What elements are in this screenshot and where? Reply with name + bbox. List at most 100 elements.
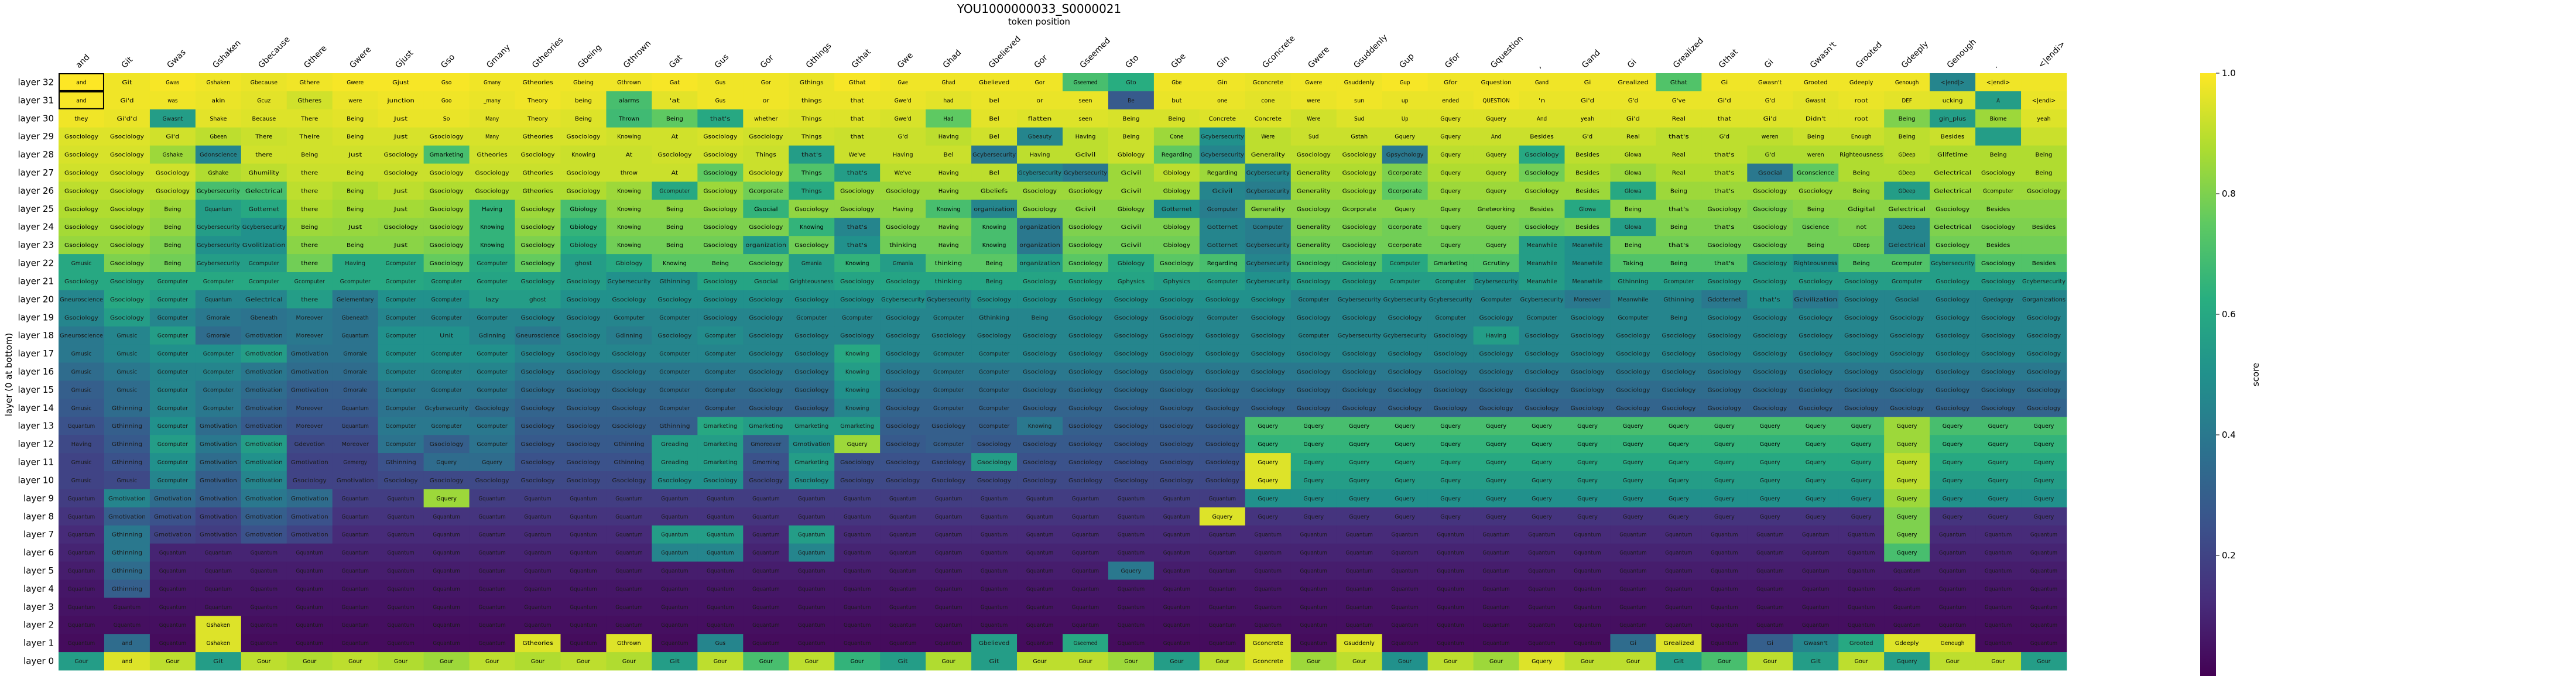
cell-token-label: Gquantum: [251, 550, 278, 557]
heatmap-cell: [1930, 453, 1976, 472]
cell-token-label: organization: [746, 242, 787, 249]
heatmap-cell: [1063, 163, 1109, 182]
cell-token-label: Gquantum: [296, 622, 323, 629]
heatmap-cell: [332, 471, 379, 490]
cell-token-label: Gsociology: [1479, 315, 1513, 321]
heatmap-cell: [1245, 218, 1292, 236]
heatmap-cell: [286, 145, 333, 164]
x-tick-label: Gbecause: [256, 35, 292, 70]
cell-token-label: Gour: [1078, 658, 1092, 665]
heatmap-cell: [241, 471, 287, 490]
cell-token-label: Gcorporate: [1388, 170, 1422, 177]
heatmap-cell: [59, 127, 105, 146]
cell-token-label: Gquantum: [1711, 550, 1738, 557]
heatmap-cell: [1063, 236, 1109, 255]
cell-token-label: Gi'd'd: [117, 116, 138, 122]
heatmap-cell: [1838, 218, 1885, 236]
cell-token-label: Gquantum: [1802, 550, 1829, 557]
heatmap-cell: [1884, 435, 1930, 454]
cell-token-label: Gsociology: [430, 260, 464, 267]
heatmap-cell: [469, 380, 516, 399]
cell-token-label: At: [672, 170, 679, 177]
cell-token-label: Gquery: [1714, 459, 1735, 466]
heatmap-cell: [926, 471, 972, 490]
heatmap-cell: [1063, 471, 1109, 490]
cell-token-label: Gcomputer: [431, 297, 463, 303]
cell-token-label: Gsociology: [566, 315, 600, 321]
cell-token-label: Gcomputer: [979, 423, 1010, 430]
cell-token-label: Gquantum: [1118, 640, 1145, 647]
cell-token-label: Gsociology: [886, 351, 920, 358]
cell-token-label: Gsociology: [64, 279, 98, 285]
heatmap-cell: [104, 579, 150, 598]
heatmap-cell: [1610, 561, 1656, 580]
cell-token-label: Gquery: [1258, 441, 1278, 448]
heatmap-cell: [195, 181, 242, 200]
cell-token-label: Gmotivation: [337, 478, 374, 484]
heatmap-cell: [1610, 616, 1656, 634]
cell-token-label: There: [255, 134, 272, 140]
heatmap-cell: [515, 380, 561, 399]
heatmap-cell: [104, 417, 150, 435]
cell-token-label: Gquantum: [935, 532, 962, 538]
x-tick-label: <|endi>: [2037, 39, 2068, 70]
heatmap-cell: [1701, 507, 1748, 526]
heatmap-cell: [1245, 579, 1292, 598]
heatmap-cell: [1108, 109, 1155, 128]
cell-token-label: Besides: [1575, 224, 1599, 231]
cell-token-label: Gsociology: [886, 279, 920, 285]
cell-token-label: Gquantum: [433, 532, 460, 538]
cell-token-label: that's: [847, 224, 868, 231]
cell-token-label: Gsociology: [1525, 224, 1559, 231]
cell-token-label: Gsociology: [1844, 387, 1878, 393]
heatmap-cell: [1838, 561, 1885, 580]
heatmap-cell: [560, 579, 607, 598]
heatmap-cell: [1063, 380, 1109, 399]
cell-token-label: Gour: [1215, 658, 1229, 665]
heatmap-cell: [1930, 272, 1976, 291]
heatmap-cell: [1838, 362, 1885, 381]
cell-token-label: Gsociology: [1160, 387, 1194, 393]
heatmap-cell: [104, 399, 150, 417]
heatmap-cell: [834, 471, 881, 490]
heatmap-cell: [880, 109, 926, 128]
heatmap-cell: [1017, 435, 1063, 454]
heatmap-cell: [1245, 616, 1292, 634]
cell-token-label: Gquantum: [752, 496, 779, 502]
heatmap-cell: [880, 507, 926, 526]
cell-token-label: Knowing: [480, 242, 504, 249]
heatmap-cell: [195, 163, 242, 182]
cell-token-label: Gsociology: [1662, 333, 1695, 339]
heatmap-cell: [1610, 109, 1656, 128]
heatmap-cell: [1656, 326, 1702, 345]
cell-token-label: Gsocial: [1895, 297, 1919, 303]
heatmap-cell: [1975, 290, 2022, 309]
cell-token-label: Gquery: [2034, 514, 2054, 520]
heatmap-cell: [1701, 435, 1748, 454]
cell-token-label: Having: [938, 224, 959, 231]
heatmap-cell: [1747, 579, 1793, 598]
heatmap-cell: [1427, 616, 1474, 634]
cell-token-label: Meanwhile: [1572, 242, 1602, 249]
heatmap-cell: [1153, 272, 1200, 291]
cell-token-label: Gsociology: [1160, 478, 1194, 484]
cell-token-label: A: [1996, 98, 2000, 104]
cell-token-label: Gthinning: [112, 532, 142, 538]
cell-token-label: Gsociology: [1342, 224, 1376, 231]
cell-token-label: Gsociology: [1342, 170, 1376, 177]
heatmap-cell: [1519, 200, 1565, 218]
heatmap-cell: [104, 236, 150, 255]
cell-token-label: Gquantum: [1118, 604, 1145, 610]
heatmap-cell: [971, 145, 1018, 164]
cell-token-label: Gcivil: [1075, 152, 1096, 159]
cell-token-label: Gquantum: [889, 604, 916, 610]
cell-token-label: Gsociology: [749, 260, 783, 267]
cell-token-label: Gbiology: [1118, 206, 1145, 212]
heatmap-cell: [241, 163, 287, 182]
cell-token-label: Concrete: [1255, 116, 1282, 122]
heatmap-cell: [971, 453, 1018, 472]
heatmap-cell: [195, 507, 242, 526]
cell-token-label: Gsociology: [521, 369, 555, 376]
heatmap-cell: [1884, 453, 1930, 472]
cell-token-label: Gsociology: [1570, 405, 1604, 411]
